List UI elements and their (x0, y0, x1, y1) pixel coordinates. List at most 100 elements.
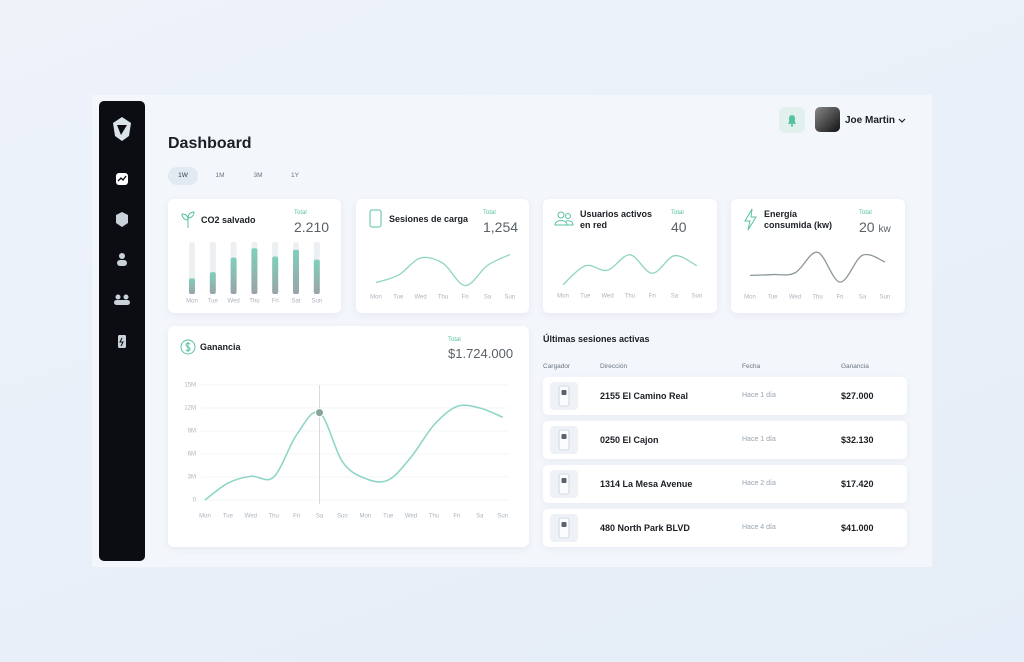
charger-thumbnail (550, 470, 578, 498)
nav-user-head[interactable] (119, 253, 125, 259)
nav-user-body[interactable] (117, 260, 127, 266)
x-tick-label: Fri (462, 295, 469, 301)
icon-bolt (744, 208, 757, 231)
bar (251, 248, 258, 294)
charger-thumbnail (550, 514, 578, 542)
total-unit: kw (878, 224, 891, 235)
icon-users-b (565, 213, 571, 219)
period-option[interactable]: 1W (168, 167, 198, 185)
icon-users-body (554, 220, 574, 226)
notifications-button[interactable] (779, 107, 805, 133)
address: 2155 El Camino Real (600, 391, 689, 401)
line (562, 254, 698, 286)
x-tick-label: Sun (691, 294, 702, 300)
sidebar (99, 101, 145, 561)
x-tick-label: Fri (649, 294, 656, 300)
column-header: Ganancia (841, 363, 869, 370)
nav-group-a[interactable] (115, 294, 121, 300)
card-title: Ganancia (200, 342, 241, 352)
bell (788, 115, 796, 124)
table-row[interactable]: 480 North Park BLVD Hace 4 día $41.000 (543, 509, 907, 547)
bar (293, 249, 299, 294)
page-title: Dashboard (168, 135, 252, 152)
x-tick-label: Sa (484, 295, 492, 301)
icon-leaf (181, 211, 195, 228)
nav-group-b[interactable] (123, 294, 129, 300)
icon-charger (369, 209, 382, 228)
x-tick-label: Thu (812, 295, 822, 301)
table-title: Últimas sesiones activas (543, 334, 650, 344)
x-tick-label: Thu (429, 514, 439, 520)
x-tick-label: Sun (311, 299, 322, 305)
x-tick-label: Tue (208, 299, 219, 305)
x-tick-label: Sun (880, 295, 891, 301)
x-tick-label: Sa (476, 514, 484, 520)
table-row[interactable]: 2155 El Camino Real Hace 1 día $27.000 (543, 377, 907, 415)
icon-users-a (557, 211, 565, 219)
bar (189, 278, 195, 294)
card-title: Energía consumida (kw) (764, 209, 833, 230)
x-tick-label: Wed (789, 295, 801, 301)
x-tick-label: Mon (744, 295, 756, 301)
x-tick-label: Wed (405, 514, 417, 520)
x-tick-label: Sa (859, 295, 867, 301)
x-tick-label: Tue (383, 514, 394, 520)
line (749, 251, 886, 283)
user-name[interactable]: Joe Martin (845, 115, 896, 126)
x-tick-label: Wed (601, 294, 613, 300)
amount: $41.000 (841, 523, 874, 533)
charger-icon (558, 429, 570, 451)
bar (313, 259, 320, 294)
x-tick-label: Fri (837, 295, 844, 301)
charger-screen (561, 478, 567, 483)
card-users (543, 199, 717, 313)
nav-group-body[interactable] (114, 300, 130, 305)
date: Hace 4 día (742, 524, 776, 531)
icon-dollar-ring (180, 339, 196, 355)
table-row[interactable]: 1314 La Mesa Avenue Hace 2 día $17.420 (543, 465, 907, 503)
y-tick-label: 9M (188, 429, 196, 435)
x-tick-label: Sa (316, 514, 324, 520)
sidebar-icons (113, 117, 131, 348)
x-tick-label: Sat (291, 299, 300, 305)
card-icons (180, 208, 757, 355)
x-tick-label: Mon (370, 295, 382, 301)
line (204, 404, 504, 501)
total-value: 1,254 (483, 219, 519, 235)
nav-stats[interactable] (116, 212, 128, 227)
address: 1314 La Mesa Avenue (600, 479, 693, 489)
address: 0250 El Cajon (600, 435, 659, 445)
nav-charger-bolt (119, 337, 124, 347)
x-tick-label: Sa (671, 294, 679, 300)
x-tick-label: Fri (453, 514, 460, 520)
charger-icon (558, 385, 570, 407)
column-header: Cargador (543, 363, 571, 370)
x-tick-label: Sun (497, 514, 508, 520)
amount: $17.420 (841, 479, 874, 489)
period-option[interactable]: 1M (215, 172, 225, 179)
icon-dollar (185, 342, 191, 352)
period-option[interactable]: 1Y (291, 172, 299, 179)
highlight-point (315, 408, 324, 418)
x-tick-label: Thu (249, 299, 259, 305)
user-menu-chevron[interactable] (897, 117, 907, 125)
total-label: Total (859, 210, 872, 216)
x-tick-label: Tue (223, 514, 234, 520)
period-option[interactable]: 3M (253, 172, 263, 179)
amount: $32.130 (841, 435, 874, 445)
x-tick-label: Thu (269, 514, 279, 520)
y-tick-label: 12M (184, 406, 196, 412)
total-label: Total (294, 210, 307, 216)
address: 480 North Park BLVD (600, 523, 690, 533)
x-tick-label: Tue (767, 295, 778, 301)
logo-cut (117, 125, 127, 135)
column-header: Fecha (742, 363, 761, 370)
x-tick-label: Fri (293, 514, 300, 520)
x-tick-label: Tue (393, 295, 404, 301)
avatar[interactable] (815, 107, 840, 132)
total-value: 20 kw (859, 219, 891, 235)
x-tick-label: Mon (557, 294, 569, 300)
table-row[interactable]: 0250 El Cajon Hace 1 día $32.130 (543, 421, 907, 459)
